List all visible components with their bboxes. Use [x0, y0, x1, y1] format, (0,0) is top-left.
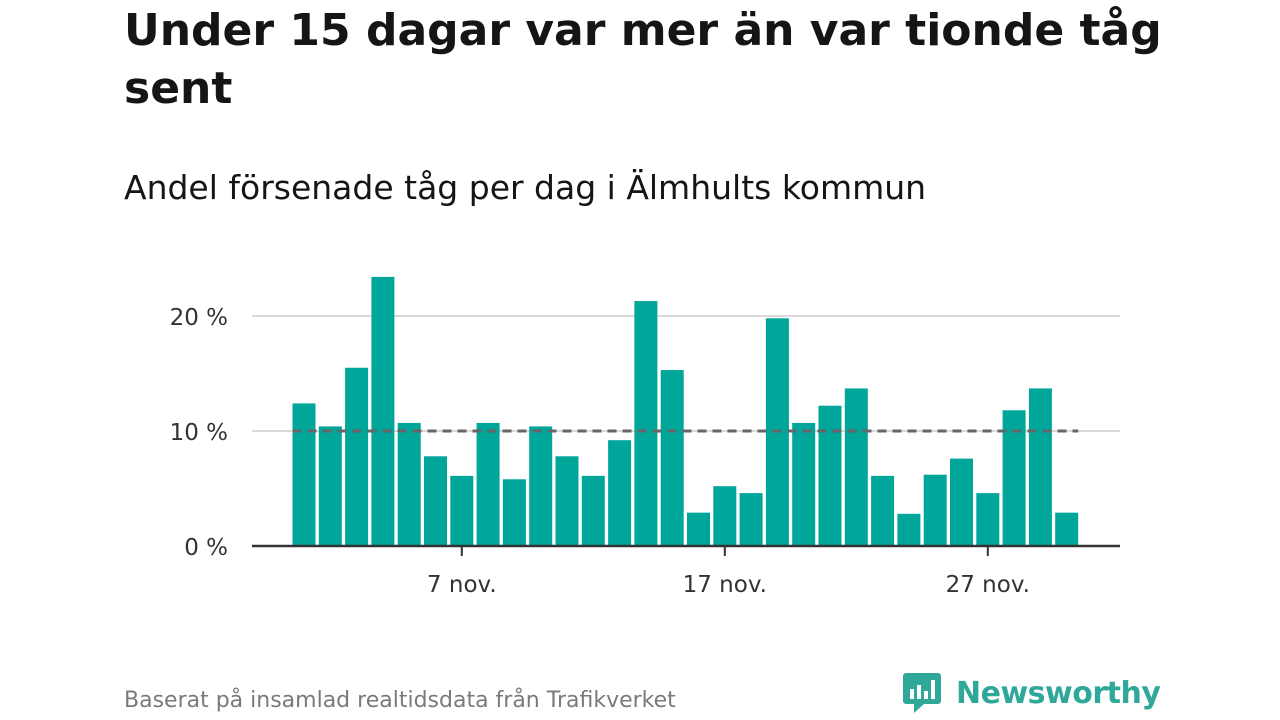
bar [634, 301, 658, 546]
bar [529, 426, 553, 546]
bar [660, 370, 684, 546]
bar [318, 426, 342, 546]
bar [397, 422, 421, 546]
bar [923, 474, 947, 546]
bar [818, 405, 842, 546]
bar [371, 276, 395, 546]
bar [555, 456, 579, 546]
newsworthy-logo-icon [903, 673, 941, 713]
bar [713, 486, 737, 546]
y-tick-label: 10 % [170, 420, 228, 446]
bar [687, 512, 710, 546]
source-note: Baserat på insamlad realtidsdata från Tr… [124, 688, 676, 713]
brand-logo[interactable]: Newsworthy [902, 670, 1161, 716]
bar [345, 367, 369, 546]
bar [581, 475, 605, 546]
bar [976, 493, 1000, 546]
x-tick-label: 7 nov. [427, 572, 497, 598]
bar [739, 493, 763, 546]
brand-name: Newsworthy [956, 675, 1161, 711]
bar [897, 513, 921, 546]
bar [1055, 512, 1079, 546]
axis-labels: 0 % 10 % 20 % 7 nov. 17 nov. 27 nov. [170, 305, 1030, 598]
bar [844, 388, 868, 546]
bar [1002, 410, 1026, 546]
bar [950, 458, 973, 546]
bar [871, 475, 895, 546]
bar-series [292, 276, 1079, 546]
bar [608, 440, 632, 546]
bar [424, 456, 447, 546]
y-tick-label: 20 % [170, 305, 228, 331]
x-tick-label: 17 nov. [683, 572, 767, 598]
bar [792, 422, 816, 546]
x-axis [252, 544, 1120, 556]
bar [450, 475, 474, 546]
bar [292, 403, 316, 546]
bar [502, 479, 526, 546]
x-tick-label: 27 nov. [946, 572, 1030, 598]
y-tick-label: 0 % [184, 535, 228, 561]
bar [1028, 388, 1052, 546]
bar [476, 422, 500, 546]
chart-subtitle: Andel försenade tåg per dag i Älmhults k… [124, 168, 927, 207]
chart-title: Under 15 dagar var mer än var tionde tåg… [124, 5, 1162, 114]
